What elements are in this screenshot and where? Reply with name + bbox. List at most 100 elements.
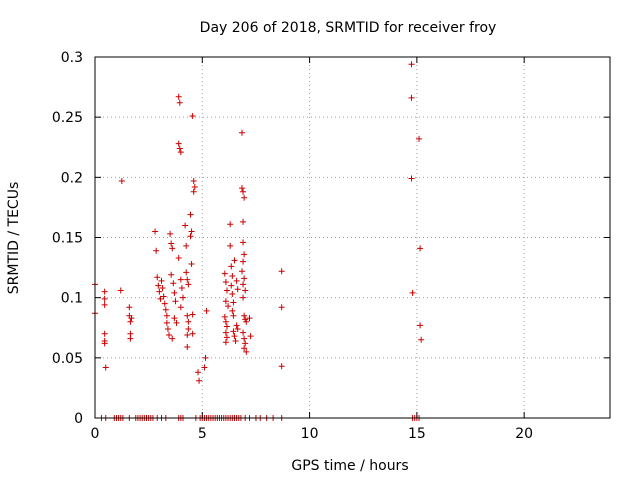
data-point	[188, 260, 195, 267]
data-point	[156, 288, 163, 295]
data-point	[153, 247, 160, 254]
data-point	[179, 294, 186, 301]
data-point	[127, 335, 134, 342]
data-point	[222, 279, 229, 286]
data-point	[222, 298, 229, 305]
data-point	[417, 322, 424, 329]
data-point	[158, 277, 165, 284]
grid-layer	[95, 57, 610, 418]
data-point	[222, 318, 229, 325]
data-point	[231, 257, 238, 264]
data-point	[240, 218, 247, 225]
x-axis-title: GPS time / hours	[291, 458, 408, 474]
data-point	[222, 329, 229, 336]
x-tick-labels: 0 5 10 15 20	[91, 426, 534, 442]
data-point	[230, 299, 237, 306]
data-point	[178, 285, 185, 292]
data-point	[418, 336, 425, 343]
x-tick-label: 0	[91, 426, 100, 442]
data-point	[196, 377, 203, 384]
data-point	[240, 294, 247, 301]
data-point	[189, 330, 196, 337]
data-point	[240, 281, 247, 288]
data-point	[168, 271, 175, 278]
data-point	[183, 242, 190, 249]
data-point	[185, 281, 192, 288]
data-point	[195, 369, 201, 376]
data-point	[247, 333, 254, 340]
data-point	[101, 330, 108, 337]
data-point	[128, 315, 135, 322]
data-point	[118, 177, 125, 184]
data-points-layer	[92, 61, 425, 421]
data-point	[161, 300, 168, 307]
data-point	[229, 273, 236, 280]
data-point	[223, 287, 230, 294]
data-point	[222, 339, 229, 346]
x-tick-label: 5	[198, 426, 207, 442]
data-point	[238, 268, 245, 275]
data-point	[238, 185, 245, 192]
data-point	[173, 319, 180, 326]
data-point	[230, 328, 237, 335]
data-point	[169, 245, 176, 252]
data-point	[408, 94, 415, 101]
data-point	[127, 318, 134, 325]
data-point	[189, 112, 196, 119]
data-point	[175, 93, 182, 100]
data-point	[159, 285, 166, 292]
tick-marks-layer	[94, 56, 610, 419]
data-point	[417, 245, 424, 252]
data-point	[238, 129, 245, 136]
data-point	[240, 329, 247, 336]
data-point	[229, 307, 236, 314]
data-point	[188, 228, 195, 235]
data-point	[223, 334, 230, 341]
data-point	[203, 307, 210, 314]
data-point	[176, 145, 183, 152]
data-point	[185, 318, 192, 325]
data-point	[164, 325, 171, 332]
data-point	[170, 280, 177, 287]
data-point	[163, 312, 170, 319]
data-point	[117, 287, 124, 294]
data-point	[246, 315, 253, 322]
data-point	[241, 335, 248, 342]
data-point	[183, 269, 190, 276]
y-tick-label: 0.15	[52, 231, 83, 247]
data-point	[184, 312, 191, 319]
data-point	[221, 270, 228, 277]
data-point	[171, 289, 178, 296]
y-tick-labels: 0 0.05 0.1 0.15 0.2 0.25 0.3	[52, 50, 83, 427]
data-point	[101, 295, 108, 302]
data-point	[243, 318, 250, 325]
data-point	[169, 335, 176, 342]
data-point	[162, 306, 169, 313]
data-point	[242, 340, 249, 347]
data-point	[172, 298, 179, 305]
data-point	[229, 291, 236, 298]
data-point	[227, 221, 234, 228]
data-point	[278, 304, 285, 311]
data-point	[221, 313, 228, 320]
data-point	[185, 325, 192, 332]
data-point	[234, 325, 241, 332]
data-point	[233, 322, 240, 329]
data-point	[241, 194, 248, 201]
data-point	[190, 177, 197, 184]
data-point	[177, 276, 184, 283]
data-point	[233, 277, 240, 284]
data-point	[184, 331, 191, 338]
data-point	[242, 287, 249, 294]
x-tick-label: 10	[301, 426, 319, 442]
data-point	[225, 303, 232, 310]
data-point	[176, 99, 183, 106]
data-point	[175, 254, 182, 261]
x-tick-label: 20	[515, 426, 533, 442]
data-point	[408, 61, 415, 68]
data-point	[177, 149, 184, 156]
y-tick-label: 0.3	[61, 50, 83, 66]
data-point	[155, 282, 162, 289]
